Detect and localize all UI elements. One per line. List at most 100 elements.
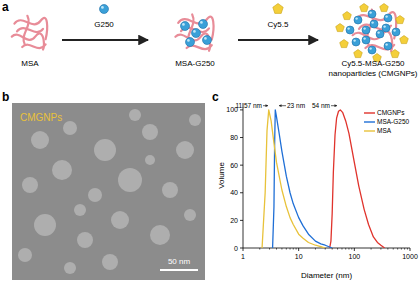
sphere-highlight [385, 15, 387, 17]
process-arrow [238, 39, 318, 41]
x-minor-tick [337, 248, 338, 250]
nanoparticle [31, 131, 49, 149]
nanoparticle [189, 114, 201, 126]
tem-background [12, 103, 205, 280]
g250-sphere [199, 20, 208, 29]
process-arrow [62, 39, 148, 41]
nanoparticle [162, 182, 178, 198]
protein-ribbon [17, 28, 43, 32]
g250-sphere [392, 28, 400, 36]
nanoparticle [102, 254, 118, 270]
node-label: Cy5.5-MSA-G250 [341, 59, 405, 68]
nanoparticle [18, 248, 32, 262]
peak-annotation: 23 nm [287, 102, 305, 109]
g250-sphere [100, 5, 109, 14]
g250-sphere [382, 24, 390, 32]
sphere-highlight [101, 6, 104, 9]
cy55-pentagon [360, 4, 369, 12]
x-minor-tick [259, 248, 260, 250]
nanoparticle [176, 141, 194, 159]
scale-bar-label: 50 nm [168, 257, 191, 266]
x-minor-tick [276, 248, 277, 250]
g250-sphere [181, 22, 190, 31]
sphere-highlight [385, 43, 387, 45]
x-minor-tick [348, 248, 349, 250]
g250-sphere [368, 10, 376, 18]
x-axis-label: Diameter (nm) [301, 271, 352, 280]
x-minor-tick [296, 248, 297, 250]
g250-sphere [203, 36, 212, 45]
x-tick-label: 10 [295, 253, 303, 260]
y-tick-label: 20 [230, 217, 238, 224]
x-minor-tick [371, 248, 372, 250]
schematic [12, 4, 409, 62]
x-minor-tick [345, 248, 346, 250]
g250-sphere [192, 29, 201, 38]
y-tick [240, 109, 243, 110]
series-line [262, 110, 325, 248]
x-tick-label: 1 [241, 253, 245, 260]
x-tick [354, 248, 355, 251]
scale-bar [160, 269, 198, 271]
y-tick [240, 220, 243, 221]
y-tick-label: 80 [230, 134, 238, 141]
figure: aG250Cy5.5MSAMSA-G250Cy5.5-MSA-G250nanop… [0, 0, 420, 283]
nanoparticle [150, 225, 170, 245]
panel-label: c [212, 90, 219, 104]
x-tick-label: 100 [348, 253, 360, 260]
x-tick-label: 1000 [402, 253, 418, 260]
nanoparticle [88, 188, 102, 202]
series-line [273, 110, 333, 248]
cy55-pentagon [343, 12, 352, 20]
y-axis-label: Volume [217, 162, 226, 189]
x-tick [410, 248, 411, 251]
nanoparticle [22, 177, 38, 193]
y-tick-label: 0 [234, 245, 238, 252]
x-minor-tick [393, 248, 394, 250]
sphere-highlight [347, 27, 349, 29]
x-minor-tick [404, 248, 405, 250]
tem-image [12, 103, 205, 280]
sphere-highlight [182, 23, 185, 26]
nanoparticle [111, 211, 129, 229]
x-minor-tick [387, 248, 388, 250]
x-axis [243, 248, 410, 249]
x-minor-tick [351, 248, 352, 250]
annotation-arrow [263, 105, 268, 106]
x-minor-tick [325, 248, 326, 250]
peak-annotation: 54 nm [312, 102, 330, 109]
cy55-pentagon [336, 24, 345, 32]
sphere-highlight [193, 30, 196, 33]
g250-sphere [376, 30, 384, 38]
x-minor-tick [380, 248, 381, 250]
sphere-highlight [200, 21, 203, 24]
y-tick [240, 192, 243, 193]
x-minor-tick [397, 248, 398, 250]
legend-label: CMGNPs [377, 109, 405, 116]
g250-sphere [370, 20, 378, 28]
y-axis [243, 103, 244, 248]
nanoparticle [64, 262, 76, 274]
node-label: MSA-G250 [175, 59, 215, 68]
node-label: nanoparticles (CMGNPs) [329, 69, 418, 78]
g250-sphere [384, 14, 392, 22]
sphere-highlight [363, 37, 365, 39]
y-tick-label: 40 [230, 189, 238, 196]
x-minor-tick [286, 248, 287, 250]
protein-ribbon [24, 16, 29, 45]
g250-sphere [352, 38, 360, 46]
legend-swatch [364, 112, 375, 113]
x-minor-tick [407, 248, 408, 250]
legend-swatch [364, 121, 375, 122]
g250-sphere [354, 16, 362, 24]
cy55-pentagon [354, 50, 363, 58]
x-minor-tick [281, 248, 282, 250]
x-minor-tick [315, 248, 316, 250]
cy55-pentagon [340, 40, 349, 48]
legend-label: MSA [377, 127, 392, 134]
plot-area [262, 110, 385, 248]
x-tick [243, 248, 244, 251]
nanoparticle [118, 168, 142, 192]
nanoparticle [74, 204, 86, 216]
sphere-highlight [369, 11, 371, 13]
